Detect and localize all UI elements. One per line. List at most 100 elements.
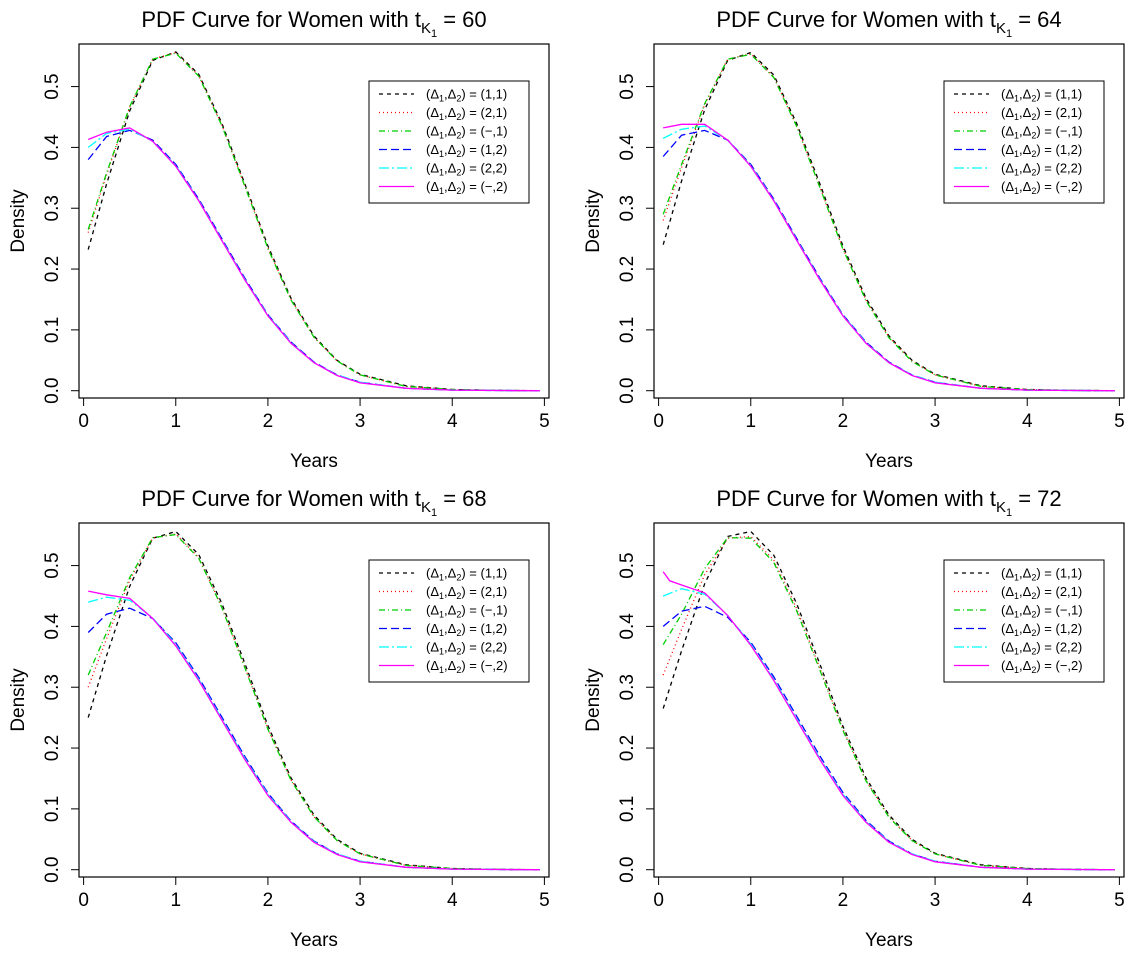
y-tick-label: 0.5 bbox=[42, 73, 63, 99]
y-tick-label: 0.5 bbox=[617, 73, 638, 99]
y-tick-label: 0.2 bbox=[42, 735, 63, 761]
legend-label: (Δ1,Δ2) = (2,1) bbox=[426, 105, 507, 122]
legend-label: (Δ1,Δ2) = (−,2) bbox=[1001, 179, 1083, 196]
y-axis-label: Density bbox=[8, 189, 29, 253]
y-tick-label: 0.0 bbox=[617, 856, 638, 882]
legend-label: (Δ1,Δ2) = (1,2) bbox=[1001, 142, 1082, 159]
legend-label: (Δ1,Δ2) = (1,1) bbox=[426, 87, 507, 104]
y-tick-label: 0.0 bbox=[617, 377, 638, 403]
series-line-1 bbox=[662, 51, 1115, 392]
y-tick-label: 0.1 bbox=[617, 796, 638, 822]
x-tick-label: 5 bbox=[1114, 890, 1125, 911]
legend-label: (Δ1,Δ2) = (−,2) bbox=[426, 658, 508, 675]
y-tick-label: 0.3 bbox=[42, 195, 63, 221]
series-line-6 bbox=[663, 123, 1115, 392]
legend-label: (Δ1,Δ2) = (2,2) bbox=[426, 161, 507, 178]
x-tick-label: 3 bbox=[355, 411, 366, 432]
legend-box bbox=[368, 80, 530, 204]
legend-label: (Δ1,Δ2) = (1,2) bbox=[1001, 621, 1082, 638]
y-axis-label: Density bbox=[583, 189, 604, 253]
y-tick-label: 0.1 bbox=[42, 317, 63, 343]
x-tick-label: 2 bbox=[263, 890, 274, 911]
x-tick-label: 1 bbox=[745, 890, 756, 911]
series-line-2 bbox=[662, 52, 1115, 392]
x-tick-label: 2 bbox=[838, 411, 849, 432]
x-tick-label: 0 bbox=[653, 890, 664, 911]
y-tick-label: 0.2 bbox=[617, 256, 638, 282]
y-tick-label: 0.2 bbox=[617, 735, 638, 761]
x-tick-label: 1 bbox=[170, 411, 181, 432]
y-tick-label: 0.0 bbox=[42, 377, 63, 403]
legend-label: (Δ1,Δ2) = (−,2) bbox=[426, 179, 508, 196]
y-tick-label: 0.3 bbox=[617, 195, 638, 221]
y-tick-label: 0.1 bbox=[42, 796, 63, 822]
series-line-1 bbox=[87, 51, 540, 392]
x-axis-label: Years bbox=[290, 451, 338, 472]
x-tick-label: 2 bbox=[838, 890, 849, 911]
series-line-3 bbox=[87, 533, 540, 871]
series-line-2 bbox=[662, 535, 1115, 871]
series-line-4 bbox=[87, 607, 540, 871]
x-tick-label: 3 bbox=[355, 890, 366, 911]
x-tick-label: 4 bbox=[447, 411, 458, 432]
legend-label: (Δ1,Δ2) = (1,1) bbox=[1001, 87, 1082, 104]
x-tick-label: 3 bbox=[930, 890, 941, 911]
chart-panel-60: PDF Curve for Women with tK1 = 60 0 1 2 3 4 5 Y… bbox=[8, 7, 550, 472]
x-tick-label: 4 bbox=[1022, 890, 1033, 911]
legend-label: (Δ1,Δ2) = (2,1) bbox=[1001, 584, 1082, 601]
series-line-6 bbox=[662, 571, 1115, 871]
legend-label: (Δ1,Δ2) = (2,2) bbox=[1001, 161, 1082, 178]
x-tick-label: 5 bbox=[539, 411, 550, 432]
legend-label: (Δ1,Δ2) = (−,1) bbox=[426, 603, 508, 620]
y-tick-label: 0.2 bbox=[42, 256, 63, 282]
x-tick-label: 5 bbox=[539, 890, 550, 911]
legend-box bbox=[943, 559, 1105, 683]
x-tick-label: 1 bbox=[745, 411, 756, 432]
legend: (Δ1,Δ2) = (1,1)(Δ1,Δ2) = (2,1) (Δ1,Δ2) = … bbox=[368, 80, 530, 204]
legend-box bbox=[943, 80, 1105, 204]
legend-label: (Δ1,Δ2) = (2,2) bbox=[1001, 640, 1082, 657]
x-axis-label: Years bbox=[290, 930, 338, 951]
chart-panel-64: PDF Curve for Women with tK1 = 64 0 1 2 3 4 5 Y… bbox=[583, 7, 1125, 472]
x-tick-label: 4 bbox=[447, 890, 458, 911]
y-tick-label: 0.3 bbox=[42, 674, 63, 700]
legend: (Δ1,Δ2) = (1,1)(Δ1,Δ2) = (2,1) (Δ1,Δ2) = … bbox=[368, 559, 530, 683]
y-tick-label: 0.4 bbox=[617, 613, 638, 640]
legend: (Δ1,Δ2) = (1,1)(Δ1,Δ2) = (2,1) (Δ1,Δ2) = … bbox=[943, 80, 1105, 204]
legend-label: (Δ1,Δ2) = (1,1) bbox=[1001, 566, 1082, 583]
y-tick-label: 0.4 bbox=[617, 134, 638, 161]
x-tick-label: 0 bbox=[78, 890, 89, 911]
y-tick-label: 0.1 bbox=[617, 317, 638, 343]
legend-label: (Δ1,Δ2) = (−,1) bbox=[1001, 124, 1083, 141]
x-tick-label: 2 bbox=[263, 411, 274, 432]
y-tick-label: 0.5 bbox=[617, 552, 638, 578]
chart-panel-68: PDF Curve for Women with tK1 = 68 0 1 2 3 4 5 Y… bbox=[8, 486, 550, 951]
chart-panel-72: PDF Curve for Women with tK1 = 72 0 1 2 3 4 5 Y… bbox=[583, 486, 1125, 951]
legend-label: (Δ1,Δ2) = (1,2) bbox=[426, 621, 507, 638]
legend-label: (Δ1,Δ2) = (1,1) bbox=[426, 566, 507, 583]
x-axis-label: Years bbox=[865, 451, 913, 472]
chart-title: PDF Curve for Women with tK1 = 64 bbox=[716, 7, 1061, 40]
y-tick-label: 0.0 bbox=[42, 856, 63, 882]
legend-label: (Δ1,Δ2) = (−,1) bbox=[1001, 603, 1083, 620]
legend-label: (Δ1,Δ2) = (−,2) bbox=[1001, 658, 1083, 675]
x-tick-label: 0 bbox=[653, 411, 664, 432]
y-tick-label: 0.5 bbox=[42, 552, 63, 578]
y-tick-label: 0.4 bbox=[42, 134, 63, 161]
legend: (Δ1,Δ2) = (1,1)(Δ1,Δ2) = (2,1) (Δ1,Δ2) = … bbox=[943, 559, 1105, 683]
chart-title: PDF Curve for Women with tK1 = 72 bbox=[716, 486, 1061, 519]
y-tick-label: 0.4 bbox=[42, 613, 63, 640]
chart-title: PDF Curve for Women with tK1 = 68 bbox=[141, 486, 486, 519]
x-tick-label: 0 bbox=[78, 411, 89, 432]
legend-label: (Δ1,Δ2) = (2,1) bbox=[426, 584, 507, 601]
y-axis-label: Density bbox=[8, 668, 29, 732]
legend-label: (Δ1,Δ2) = (−,1) bbox=[426, 124, 508, 141]
x-tick-label: 1 bbox=[170, 890, 181, 911]
x-tick-label: 4 bbox=[1022, 411, 1033, 432]
legend-label: (Δ1,Δ2) = (1,2) bbox=[426, 142, 507, 159]
series-line-6 bbox=[87, 127, 540, 392]
chart-title: PDF Curve for Women with tK1 = 60 bbox=[141, 7, 486, 40]
y-tick-label: 0.3 bbox=[617, 674, 638, 700]
